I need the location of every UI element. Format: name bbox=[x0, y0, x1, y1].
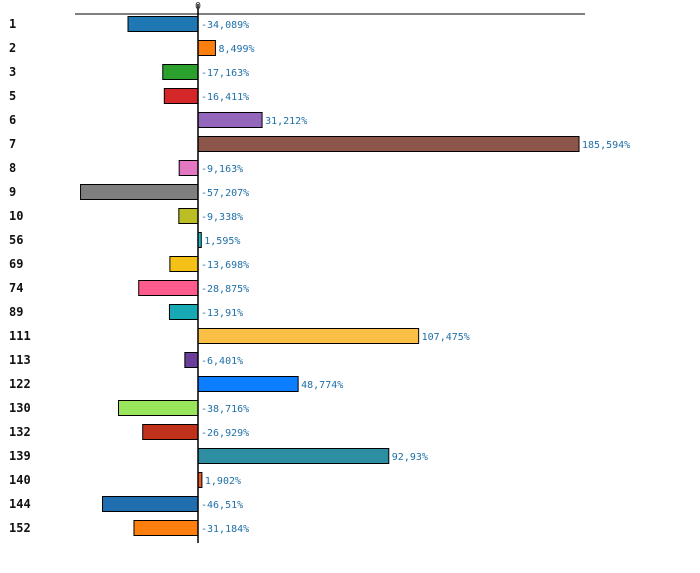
value-label: -34,089% bbox=[201, 20, 249, 31]
value-label: -17,163% bbox=[201, 68, 249, 79]
bar bbox=[178, 160, 199, 176]
value-label: -46,51% bbox=[201, 500, 243, 511]
category-label: 113 bbox=[9, 353, 31, 367]
category-label: 9 bbox=[9, 185, 16, 199]
bar bbox=[127, 16, 199, 32]
value-label: -28,875% bbox=[201, 284, 249, 295]
category-label: 152 bbox=[9, 521, 31, 535]
bar bbox=[197, 40, 216, 56]
bars-layer: 1 -34,089% 2 8,499% 3 -17,163% 5 -16,411% 6 31,21… bbox=[9, 16, 630, 536]
category-label: 132 bbox=[9, 425, 31, 439]
bar bbox=[197, 448, 390, 464]
value-label: -57,207% bbox=[201, 188, 249, 199]
bar bbox=[197, 136, 580, 152]
bar bbox=[138, 280, 199, 296]
value-label: 1,595% bbox=[204, 236, 240, 247]
bar bbox=[80, 184, 199, 200]
value-label: 107,475% bbox=[422, 332, 470, 343]
value-label: -13,91% bbox=[201, 308, 243, 319]
value-label: -9,163% bbox=[201, 164, 243, 175]
bar bbox=[118, 400, 199, 416]
bar bbox=[169, 256, 199, 272]
value-label: 1,902% bbox=[205, 476, 241, 487]
category-label: 69 bbox=[9, 257, 23, 271]
value-label: -16,411% bbox=[201, 92, 249, 103]
value-label: -31,184% bbox=[201, 524, 249, 535]
category-label: 2 bbox=[9, 41, 16, 55]
bar bbox=[142, 424, 199, 440]
category-label: 144 bbox=[9, 497, 31, 511]
bar bbox=[178, 208, 199, 224]
category-label: 74 bbox=[9, 281, 23, 295]
zero-tick-label: 0 bbox=[195, 1, 201, 12]
bar bbox=[197, 376, 299, 392]
value-label: -13,698% bbox=[201, 260, 249, 271]
category-label: 6 bbox=[9, 113, 16, 127]
value-label: -26,929% bbox=[201, 428, 249, 439]
bar bbox=[163, 88, 199, 104]
category-label: 3 bbox=[9, 65, 16, 79]
value-label: 31,212% bbox=[265, 116, 307, 127]
category-label: 89 bbox=[9, 305, 23, 319]
category-label: 139 bbox=[9, 449, 31, 463]
category-label: 1 bbox=[9, 17, 16, 31]
value-label: 8,499% bbox=[218, 44, 254, 55]
category-label: 122 bbox=[9, 377, 31, 391]
category-label: 56 bbox=[9, 233, 23, 247]
category-label: 140 bbox=[9, 473, 31, 487]
bar bbox=[197, 328, 420, 344]
bar bbox=[162, 64, 199, 80]
bar bbox=[102, 496, 199, 512]
bar bbox=[184, 352, 199, 368]
category-label: 5 bbox=[9, 89, 16, 103]
value-label: -6,401% bbox=[201, 356, 243, 367]
category-label: 8 bbox=[9, 161, 16, 175]
value-label: 92,93% bbox=[392, 452, 428, 463]
category-label: 111 bbox=[9, 329, 31, 343]
bar bbox=[168, 304, 199, 320]
bar bbox=[197, 112, 263, 128]
category-label: 10 bbox=[9, 209, 23, 223]
value-label: -38,716% bbox=[201, 404, 249, 415]
bar bbox=[133, 520, 199, 536]
category-label: 7 bbox=[9, 137, 16, 151]
value-label: 48,774% bbox=[301, 380, 343, 391]
category-label: 130 bbox=[9, 401, 31, 415]
value-label: -9,338% bbox=[201, 212, 243, 223]
value-label: 185,594% bbox=[582, 140, 630, 151]
